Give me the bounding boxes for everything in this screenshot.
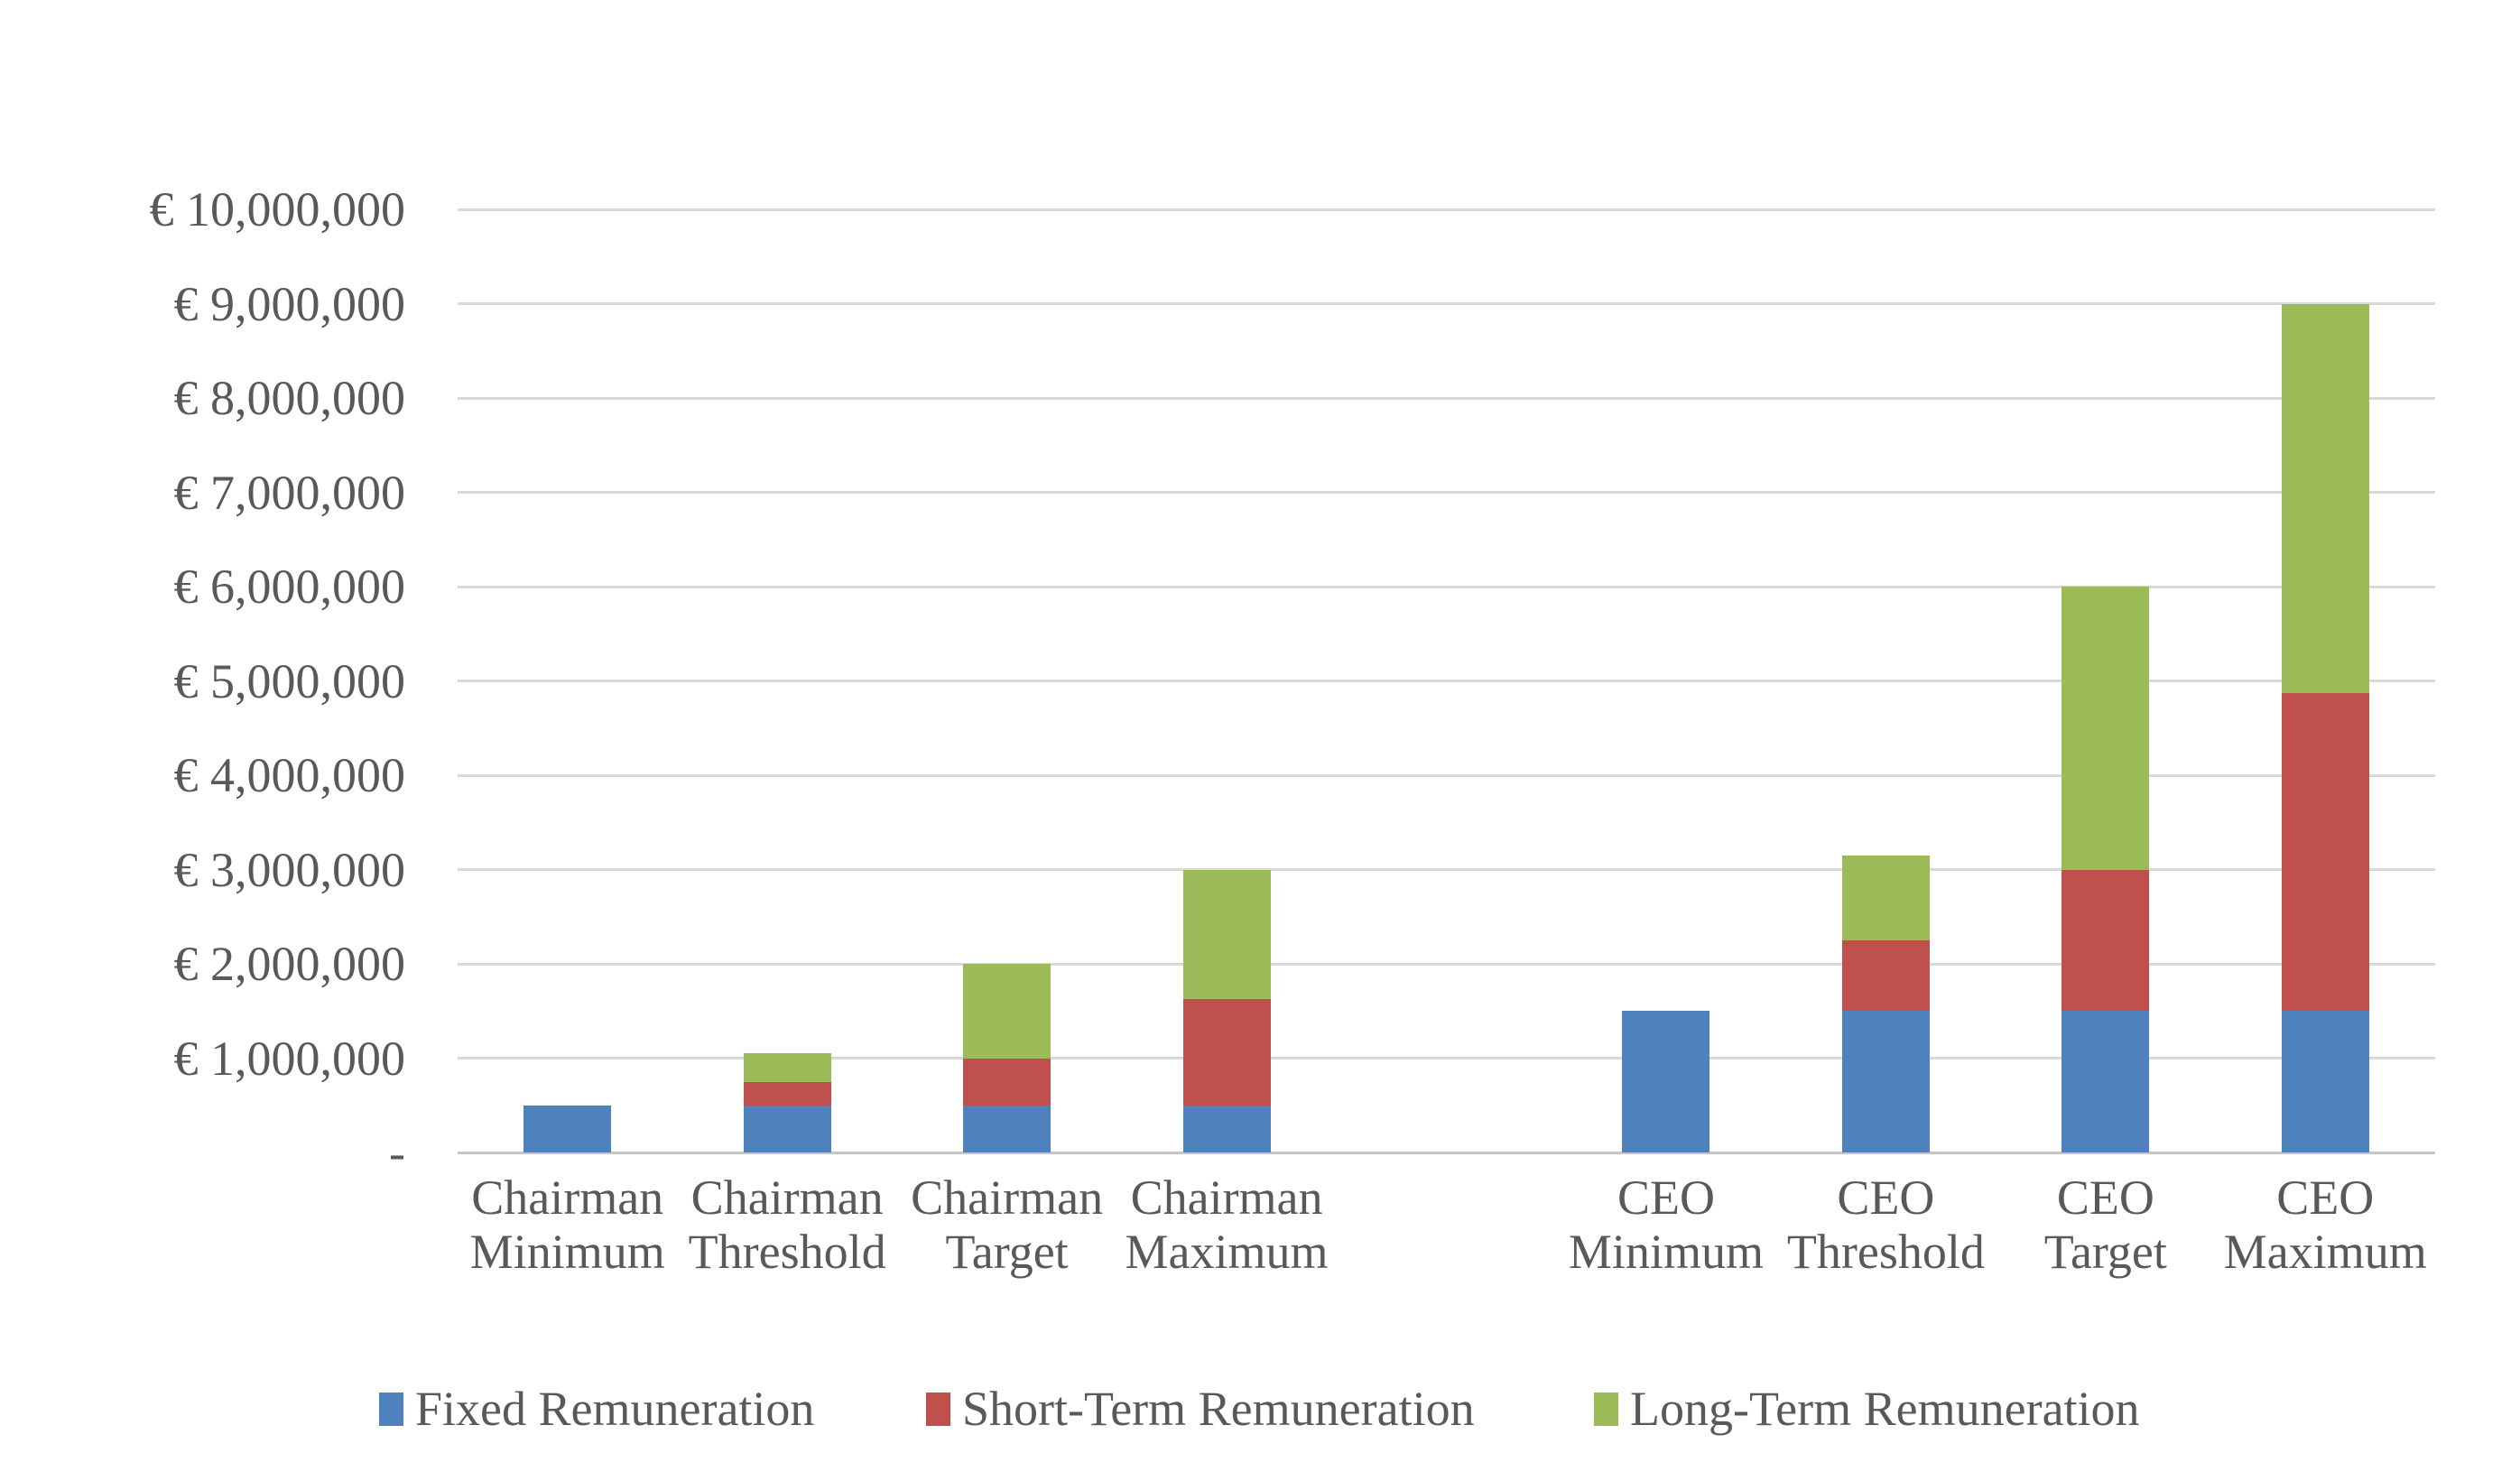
bar-segment-long-term-remuneration [963, 964, 1052, 1059]
bar-segment-fixed-remuneration [2061, 1011, 2150, 1152]
bar-segment-fixed-remuneration [523, 1105, 612, 1152]
legend-item-fixed-remuneration: Fixed Remuneration [379, 1379, 814, 1439]
y-axis-tick-label: € 1,000,000 [173, 1031, 406, 1086]
legend-item-long-term-remuneration: Long-Term Remuneration [1594, 1379, 2140, 1439]
bar-segment-fixed-remuneration [1622, 1011, 1710, 1152]
x-axis-category-label-line: CEO [1837, 1171, 1935, 1225]
x-axis-category-label: CEO Minimum [1522, 1171, 1811, 1279]
y-axis-tick-label: € 9,000,000 [173, 276, 406, 331]
gridline [458, 868, 2435, 871]
bar-chairman-threshold [743, 1053, 831, 1152]
y-axis-tick-label: € 3,000,000 [173, 842, 406, 897]
x-axis-category-label-line: Maximum [1125, 1225, 1329, 1279]
bar-segment-short-term-remuneration [1841, 939, 1930, 1012]
gridline [458, 491, 2435, 494]
gridline [458, 962, 2435, 966]
bar-segment-fixed-remuneration [743, 1105, 831, 1152]
y-axis-tick-label: € 10,000,000 [149, 182, 406, 236]
x-axis-category-label: Chairman Minimum [423, 1171, 712, 1279]
y-axis-tick-label: € 7,000,000 [173, 465, 406, 520]
x-axis-category-label: CEO Threshold [1741, 1171, 2030, 1279]
bar-chairman-target [963, 964, 1052, 1152]
x-axis-category-label-line: Target [945, 1225, 1069, 1279]
gridline [458, 680, 2435, 682]
y-axis-tick-label: € 6,000,000 [173, 560, 406, 614]
x-axis-category-label-line: Threshold [688, 1225, 886, 1279]
gridline [458, 773, 2435, 777]
x-axis-category-label-line: CEO [2056, 1171, 2154, 1225]
x-axis-category-label-line: CEO [2276, 1171, 2375, 1225]
legend-swatch-fixed-remuneration-icon [379, 1392, 403, 1426]
legend-swatch-short-term-remuneration-icon [926, 1392, 950, 1426]
y-axis-tick-label: € 2,000,000 [173, 937, 406, 991]
bar-segment-fixed-remuneration [1841, 1011, 1930, 1152]
legend-swatch-long-term-remuneration-icon [1594, 1392, 1618, 1426]
x-axis-category-label-line: Target [2043, 1225, 2167, 1279]
gridline [458, 1151, 2435, 1154]
legend-label: Long-Term Remuneration [1630, 1382, 2140, 1436]
bar-chairman-minimum [523, 1105, 612, 1152]
x-axis-category-label: Chairman Target [863, 1171, 1152, 1279]
bar-segment-short-term-remuneration [1182, 999, 1271, 1106]
x-axis-category-label-line: CEO [1617, 1171, 1715, 1225]
x-axis-category-label-line: Threshold [1786, 1225, 1985, 1279]
x-axis-category-label-line: Chairman [1130, 1171, 1323, 1225]
legend-label: Short-Term Remuneration [962, 1382, 1475, 1436]
x-axis-category-label-line: Minimum [1568, 1225, 1764, 1279]
bar-segment-short-term-remuneration [963, 1058, 1052, 1106]
bar-segment-long-term-remuneration [1182, 869, 1271, 1000]
bar-segment-short-term-remuneration [2061, 869, 2150, 1012]
x-axis-category-label: Chairman Maximum [1082, 1171, 1371, 1279]
bar-segment-fixed-remuneration [963, 1105, 1052, 1152]
bar-chairman-maximum [1182, 869, 1271, 1152]
x-axis-category-label-line: Chairman [911, 1171, 1104, 1225]
x-axis-category-label-line: Chairman [690, 1171, 884, 1225]
x-axis-category-label: CEO Target [1961, 1171, 2250, 1279]
bar-segment-short-term-remuneration [2281, 692, 2369, 1012]
bar-segment-short-term-remuneration [743, 1081, 831, 1106]
bar-segment-fixed-remuneration [2281, 1011, 2369, 1152]
gridline [458, 1057, 2435, 1059]
bar-segment-long-term-remuneration [1841, 855, 1930, 940]
bar-ceo-target [2061, 587, 2150, 1152]
bar-ceo-minimum [1622, 1011, 1710, 1152]
y-axis-tick-label: - [389, 1125, 405, 1180]
gridline [458, 585, 2435, 588]
legend-item-short-term-remuneration: Short-Term Remuneration [926, 1379, 1475, 1439]
x-axis-category-label-line: Minimum [469, 1225, 665, 1279]
legend-label: Fixed Remuneration [415, 1382, 815, 1436]
y-axis-tick-label: € 8,000,000 [173, 371, 406, 425]
x-axis-category-label-line: Chairman [471, 1171, 664, 1225]
y-axis-tick-label: € 4,000,000 [173, 748, 406, 802]
bar-segment-long-term-remuneration [743, 1053, 831, 1082]
bar-ceo-threshold [1841, 855, 1930, 1152]
bar-ceo-maximum [2281, 303, 2369, 1152]
gridline [458, 208, 2435, 211]
bar-segment-long-term-remuneration [2061, 587, 2150, 870]
x-axis-category-label: CEO Maximum [2181, 1171, 2469, 1279]
y-axis-tick-label: € 5,000,000 [173, 653, 406, 708]
x-axis-category-label: Chairman Threshold [643, 1171, 931, 1279]
x-axis-category-label-line: Maximum [2223, 1225, 2427, 1279]
bar-segment-long-term-remuneration [2281, 303, 2369, 693]
gridline [458, 396, 2435, 400]
gridline [458, 302, 2435, 305]
bar-segment-fixed-remuneration [1182, 1105, 1271, 1152]
